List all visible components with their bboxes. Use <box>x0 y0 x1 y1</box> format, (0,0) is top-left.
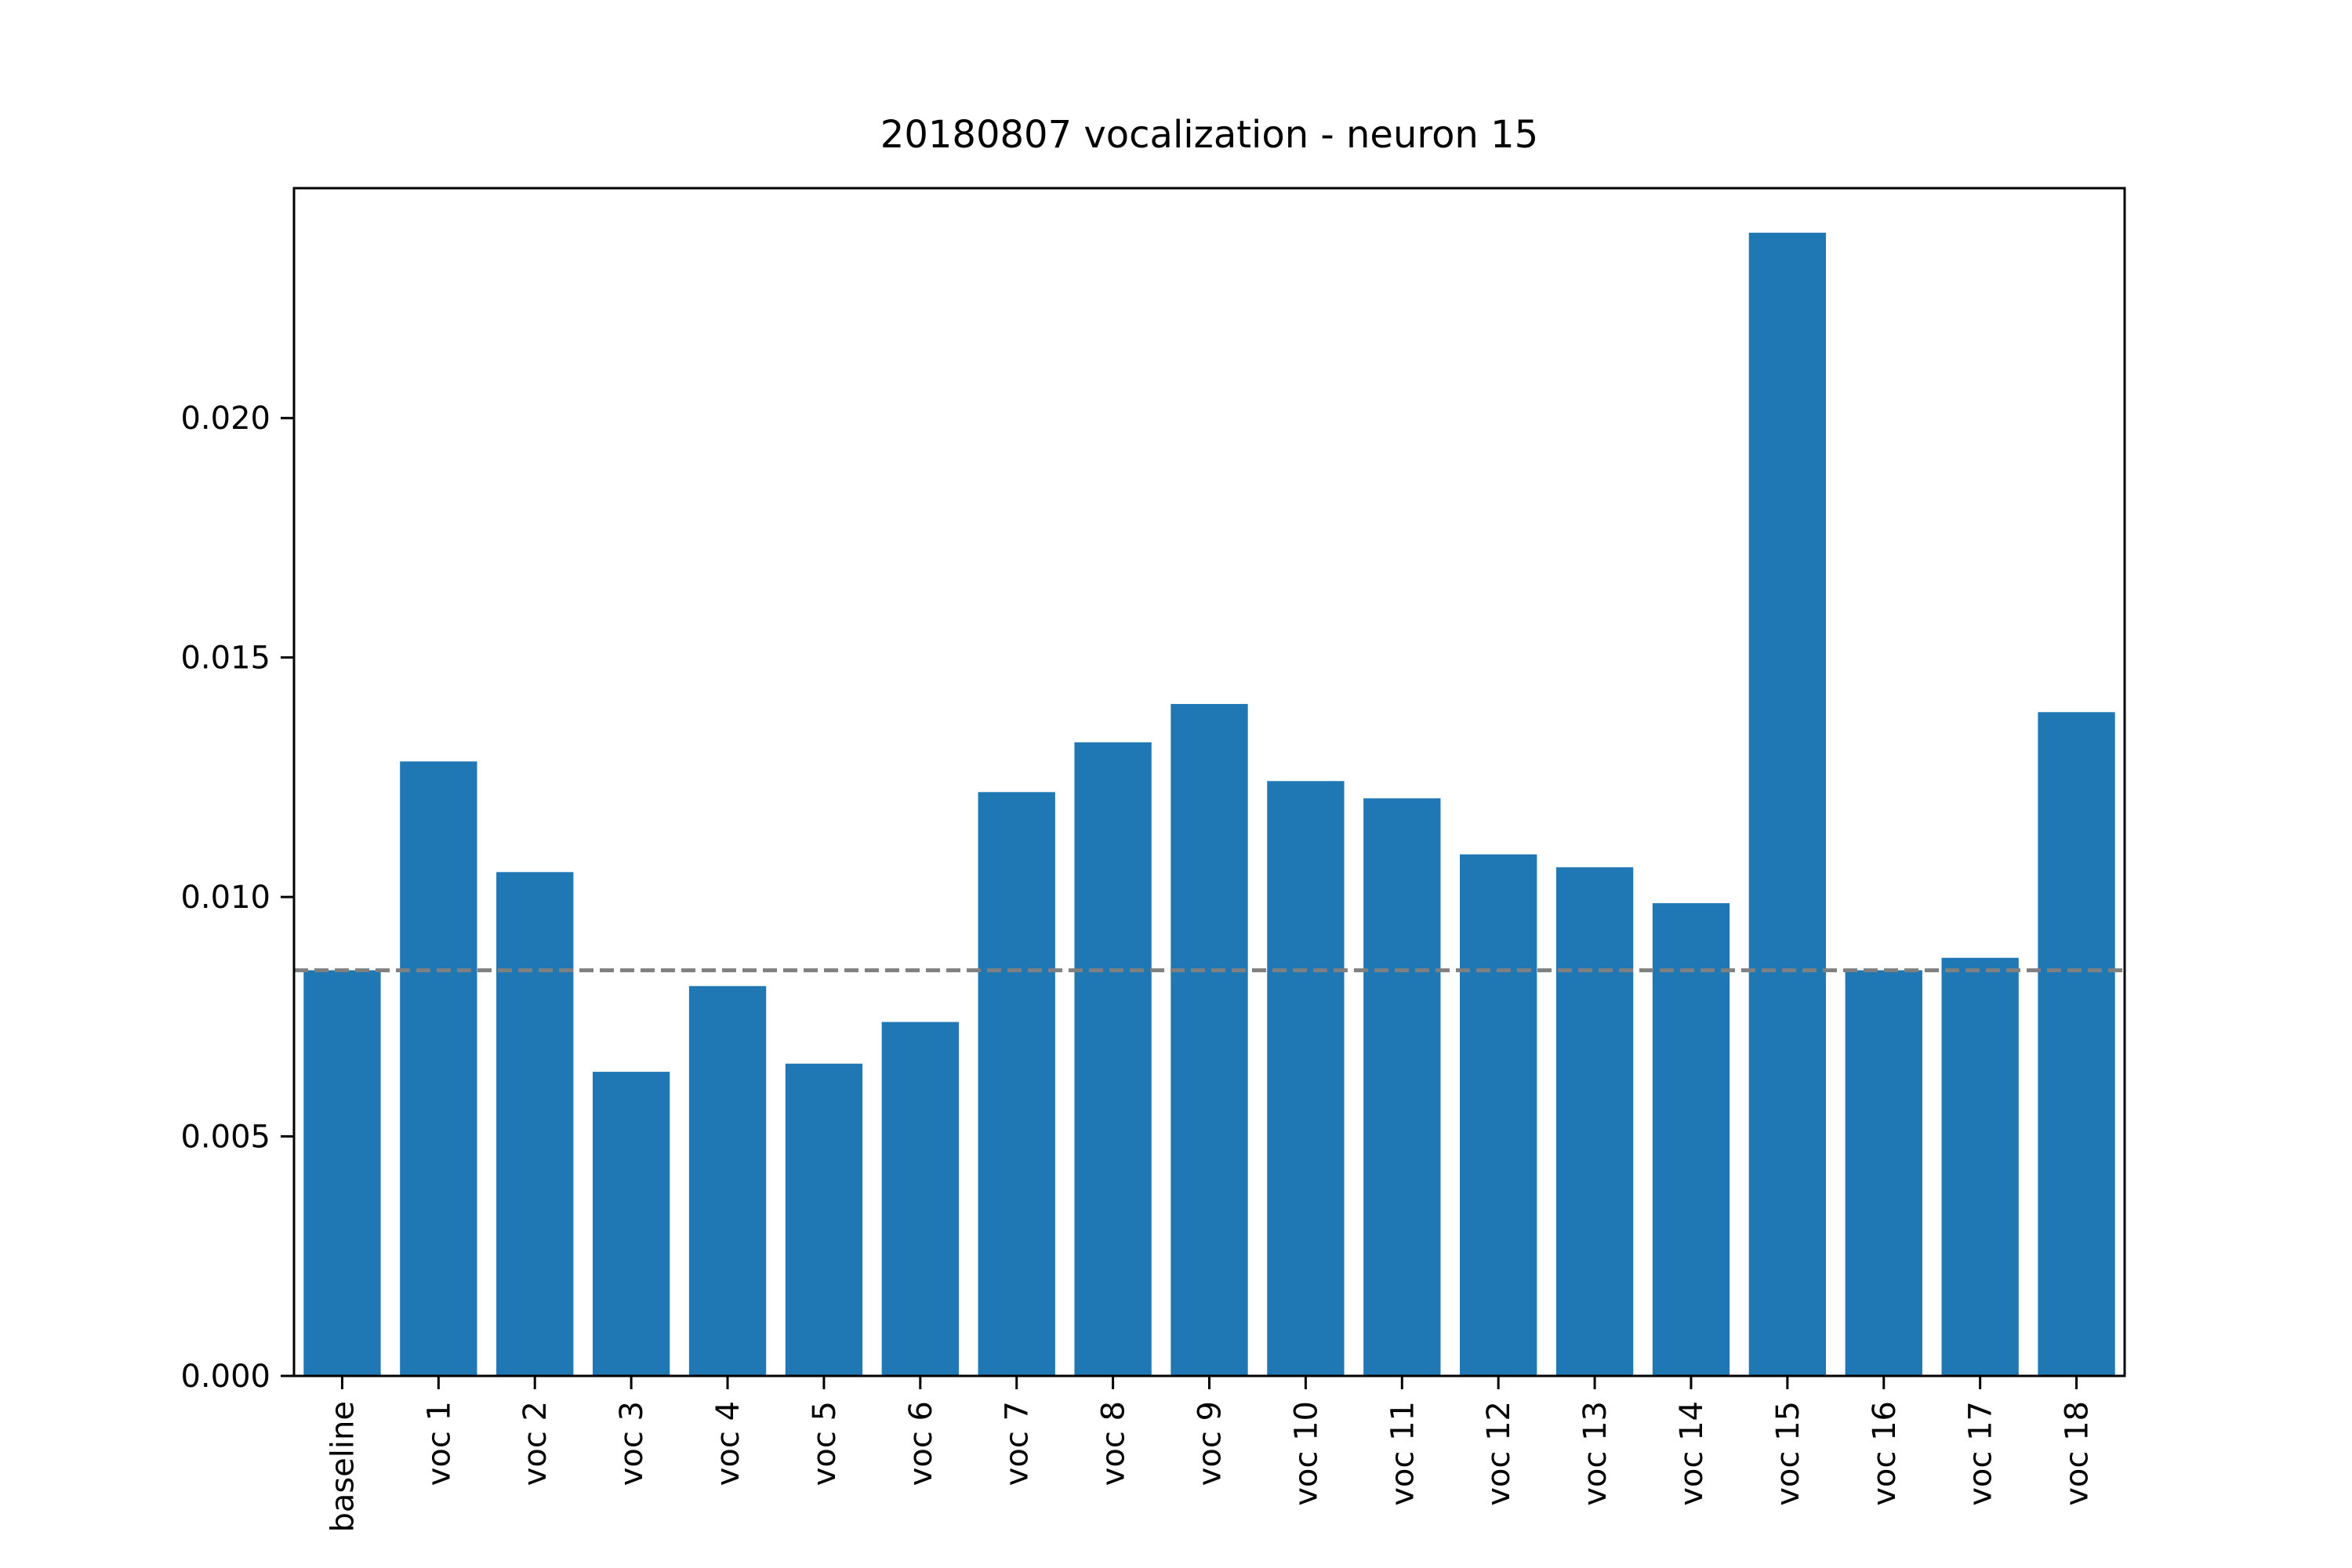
x-tick-label: voc 15 <box>1770 1401 1806 1506</box>
bar-voc-9 <box>1171 703 1248 1376</box>
x-tick-label: voc 6 <box>903 1401 939 1486</box>
bar-voc-13 <box>1555 867 1634 1376</box>
x-tick-label: baseline <box>325 1401 361 1533</box>
bar-voc-6 <box>881 1022 959 1376</box>
x-tick-label: voc 14 <box>1674 1401 1710 1506</box>
bar-voc-16 <box>1845 970 1922 1376</box>
x-tick-label: voc 5 <box>807 1401 843 1486</box>
bar-voc-4 <box>688 985 767 1376</box>
chart-title: 20180807 vocalization - neuron 15 <box>880 113 1538 157</box>
x-tick-label: voc 11 <box>1385 1401 1421 1506</box>
x-tick-label: voc 3 <box>614 1401 650 1486</box>
bar-voc-3 <box>592 1072 670 1376</box>
bar-voc-17 <box>1941 957 2019 1376</box>
bar-baseline <box>303 970 381 1376</box>
bar-voc-12 <box>1460 854 1537 1376</box>
y-tick-label: 0.010 <box>180 880 270 916</box>
bar-voc-14 <box>1652 903 1730 1376</box>
y-tick-label: 0.020 <box>180 401 270 437</box>
x-tick-label: voc 18 <box>2060 1401 2096 1506</box>
y-tick-label: 0.015 <box>180 641 270 677</box>
bar-voc-8 <box>1074 742 1152 1376</box>
y-axis: 0.000 0.005 0.010 0.015 0.020 <box>180 401 294 1395</box>
x-tick-label: voc 8 <box>1096 1401 1132 1486</box>
bar-voc-10 <box>1267 781 1345 1376</box>
x-tick-label: voc 10 <box>1288 1401 1324 1506</box>
bar-voc-11 <box>1363 798 1441 1376</box>
x-tick-label: voc 9 <box>1192 1401 1229 1486</box>
x-tick-label: voc 16 <box>1867 1401 1903 1506</box>
x-tick-label: voc 17 <box>1963 1401 1999 1506</box>
bar-voc-2 <box>496 872 574 1376</box>
x-tick-label: voc 2 <box>517 1401 554 1486</box>
x-tick-label: voc 12 <box>1481 1401 1517 1506</box>
x-tick-label: voc 4 <box>710 1401 746 1486</box>
bar-voc-5 <box>785 1063 863 1376</box>
bar-voc-18 <box>2038 712 2115 1376</box>
bar-voc-1 <box>400 761 477 1376</box>
bar-voc-7 <box>978 792 1055 1376</box>
x-tick-label: voc 7 <box>1000 1401 1036 1486</box>
bars <box>303 232 2115 1376</box>
x-axis: baseline voc 1 voc 2 voc 3 voc 4 voc 5 voc 6 vo… <box>325 1376 2096 1533</box>
y-tick-label: 0.005 <box>180 1120 270 1156</box>
x-tick-label: voc 13 <box>1577 1401 1613 1506</box>
bar-voc-15 <box>1748 232 1827 1376</box>
x-tick-label: voc 1 <box>421 1401 457 1486</box>
y-tick-label: 0.000 <box>180 1359 270 1395</box>
